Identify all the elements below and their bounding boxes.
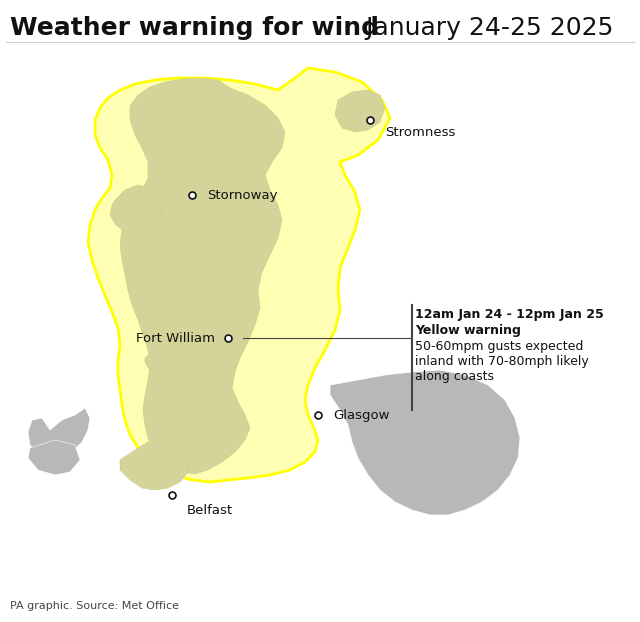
- Text: Belfast: Belfast: [187, 503, 233, 516]
- Polygon shape: [110, 185, 162, 235]
- Polygon shape: [145, 308, 172, 330]
- Polygon shape: [120, 438, 190, 490]
- Polygon shape: [330, 370, 520, 515]
- Polygon shape: [145, 352, 165, 370]
- Polygon shape: [88, 68, 390, 482]
- Text: PA graphic. Source: Met Office: PA graphic. Source: Met Office: [10, 601, 179, 611]
- Text: Glasgow: Glasgow: [333, 409, 390, 422]
- Text: 12am Jan 24 - 12pm Jan 25: 12am Jan 24 - 12pm Jan 25: [415, 308, 604, 321]
- Polygon shape: [28, 440, 80, 475]
- Polygon shape: [335, 90, 385, 132]
- Text: January 24-25 2025: January 24-25 2025: [358, 16, 614, 40]
- Text: Stromness: Stromness: [385, 126, 456, 139]
- Polygon shape: [28, 408, 90, 460]
- Text: Stornoway: Stornoway: [207, 188, 278, 202]
- Text: Yellow warning: Yellow warning: [415, 324, 521, 337]
- Polygon shape: [120, 78, 285, 474]
- Text: Weather warning for wind: Weather warning for wind: [10, 16, 379, 40]
- Text: 50-60mpm gusts expected
inland with 70-80mph likely
along coasts: 50-60mpm gusts expected inland with 70-8…: [415, 340, 589, 383]
- Text: Fort William: Fort William: [136, 332, 215, 345]
